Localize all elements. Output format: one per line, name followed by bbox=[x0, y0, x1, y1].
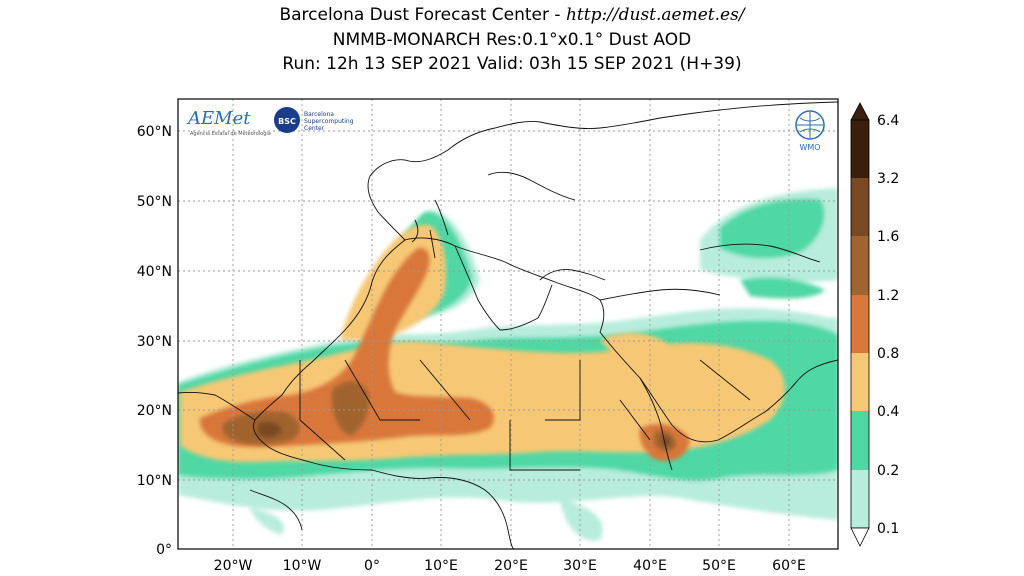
colorbar-segment bbox=[851, 470, 869, 528]
lon-label: 10°E bbox=[424, 558, 458, 574]
lon-label: 20°W bbox=[214, 558, 253, 574]
title-line-3: Run: 12h 13 SEP 2021 Valid: 03h 15 SEP 2… bbox=[282, 54, 742, 74]
latitude-labels: 60°N 50°N 40°N 30°N 20°N 10°N 0° bbox=[137, 124, 172, 558]
bsc-logo-badge-text: BSC bbox=[278, 117, 296, 126]
colorbar-max-arrow bbox=[850, 102, 870, 121]
lon-label: 60°E bbox=[772, 558, 806, 574]
longitude-labels: 20°W 10°W 0° 10°E 20°E 30°E 40°E 50°E 60… bbox=[214, 558, 806, 574]
bsc-logo-line-1: Barcelona bbox=[304, 111, 334, 118]
lon-label: 30°E bbox=[563, 558, 597, 574]
dust-field bbox=[178, 188, 838, 541]
title-url: http://dust.aemet.es/ bbox=[565, 5, 745, 25]
colorbar-label: 1.2 bbox=[877, 288, 899, 304]
colorbar-labels: 6.4 3.2 1.6 1.2 0.8 0.4 0.2 0.1 bbox=[877, 113, 899, 537]
colorbar-segment bbox=[851, 411, 869, 470]
bsc-logo-line-3: Center bbox=[304, 125, 325, 132]
coastlines bbox=[178, 101, 838, 549]
colorbar-segment bbox=[851, 353, 869, 411]
aemet-logo-subtext: Agencia Estatal de Meteorología bbox=[190, 130, 271, 137]
bsc-logo: BSC Barcelona Supercomputing Center bbox=[274, 107, 354, 133]
bsc-logo-line-2: Supercomputing bbox=[304, 118, 354, 125]
colorbar-segment bbox=[851, 236, 869, 295]
wmo-globe-icon bbox=[797, 112, 823, 138]
colorbar-label: 3.2 bbox=[877, 171, 899, 187]
colorbar-label: 6.4 bbox=[877, 113, 899, 129]
colorbar-segment bbox=[851, 178, 869, 236]
title-center-name: Barcelona Dust Forecast Center - bbox=[279, 5, 566, 25]
colorbar-label: 0.1 bbox=[877, 521, 899, 537]
lon-label: 40°E bbox=[633, 558, 667, 574]
colorbar-label: 0.2 bbox=[877, 463, 899, 479]
lon-label: 20°E bbox=[494, 558, 528, 574]
wmo-logo-emblem bbox=[795, 110, 825, 140]
colorbar-min-arrow bbox=[850, 527, 870, 547]
title-line-1: Barcelona Dust Forecast Center - http://… bbox=[0, 3, 1024, 27]
map-frame bbox=[177, 98, 839, 550]
lat-label: 50°N bbox=[137, 194, 172, 210]
colorbar-label: 0.4 bbox=[877, 404, 899, 420]
lat-label: 30°N bbox=[137, 334, 172, 350]
title-line-2: NMMB-MONARCH Res:0.1°x0.1° Dust AOD bbox=[332, 30, 692, 50]
lat-label: 10°N bbox=[137, 473, 172, 489]
lon-label: 0° bbox=[364, 558, 380, 574]
colorbar-label: 0.8 bbox=[877, 346, 899, 362]
aemet-logo-text: AEMet bbox=[186, 108, 251, 129]
lon-label: 50°E bbox=[702, 558, 736, 574]
lat-label: 0° bbox=[156, 542, 172, 558]
colorbar-label: 1.6 bbox=[877, 229, 899, 245]
lat-label: 20°N bbox=[137, 403, 172, 419]
bsc-logo-badge bbox=[274, 107, 300, 133]
wmo-logo-text: WMO bbox=[799, 143, 820, 152]
colorbar-segment bbox=[851, 120, 869, 178]
aemet-logo: AEMet Agencia Estatal de Meteorología bbox=[186, 108, 271, 137]
wmo-logo: WMO bbox=[795, 110, 825, 152]
lat-label: 60°N bbox=[137, 124, 172, 140]
colorbar: 6.4 3.2 1.6 1.2 0.8 0.4 0.2 0.1 bbox=[850, 102, 899, 547]
lat-label: 40°N bbox=[137, 264, 172, 280]
colorbar-segment bbox=[851, 295, 869, 353]
lon-label: 10°W bbox=[283, 558, 322, 574]
